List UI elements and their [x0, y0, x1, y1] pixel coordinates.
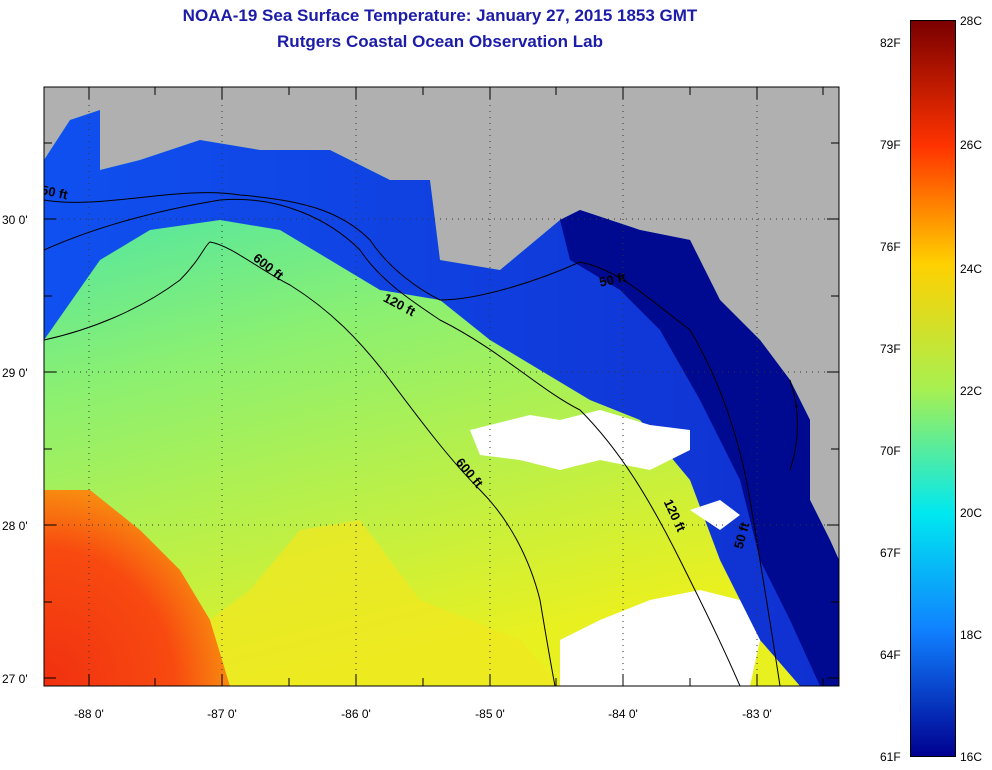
lon-label: -88 0' — [74, 707, 104, 721]
lon-label: -87 0' — [207, 707, 237, 721]
celsius-label: 28C — [960, 14, 983, 28]
lat-label: 29 0' — [2, 366, 28, 380]
contour-label: 50 ft — [40, 182, 70, 202]
cold-nearshore-water — [560, 210, 839, 686]
lon-label: -85 0' — [475, 707, 505, 721]
fahrenheit-label: 67F — [880, 546, 901, 560]
lon-label: -86 0' — [341, 707, 371, 721]
contour-120ft — [44, 198, 741, 686]
fahrenheit-label: 64F — [880, 648, 901, 662]
chart-title: NOAA-19 Sea Surface Temperature: January… — [182, 6, 698, 25]
contour-600ft — [44, 241, 556, 686]
celsius-label: 16C — [960, 750, 983, 764]
cloud-cover — [560, 590, 760, 686]
chart-subtitle: Rutgers Coastal Ocean Observation Lab — [277, 32, 603, 51]
fahrenheit-label: 76F — [880, 240, 901, 254]
cloud-cover — [690, 500, 740, 530]
map-frame — [43, 86, 840, 687]
celsius-label: 18C — [960, 628, 983, 642]
lon-label: -84 0' — [608, 707, 638, 721]
contour-label: 50 ft — [731, 520, 753, 550]
celsius-label: 22C — [960, 384, 983, 398]
celsius-label: 20C — [960, 506, 983, 520]
lat-label: 27 0' — [2, 672, 28, 686]
contour-50ft — [44, 192, 781, 686]
celsius-label: 24C — [960, 262, 983, 276]
fahrenheit-label: 79F — [880, 138, 901, 152]
fahrenheit-label: 61F — [880, 750, 901, 764]
lat-label: 30 0' — [2, 213, 28, 227]
fahrenheit-label: 70F — [880, 444, 901, 458]
cloud-cover — [470, 410, 690, 470]
lat-label: 28 0' — [2, 519, 28, 533]
color-scale-bar — [910, 20, 956, 757]
axis-ticks — [44, 87, 839, 686]
warm-band — [210, 520, 560, 686]
graticule — [44, 87, 839, 686]
contour-label: 50 ft — [598, 269, 628, 289]
celsius-label: 26C — [960, 138, 983, 152]
svg-text:-: - — [790, 400, 805, 411]
fahrenheit-label: 73F — [880, 342, 901, 356]
fahrenheit-label: 82F — [880, 36, 901, 50]
lon-label: -83 0' — [742, 707, 772, 721]
map-area: 50 ft 600 ft 120 ft 50 ft 600 ft 120 ft … — [40, 87, 839, 686]
warm-current — [44, 490, 230, 686]
